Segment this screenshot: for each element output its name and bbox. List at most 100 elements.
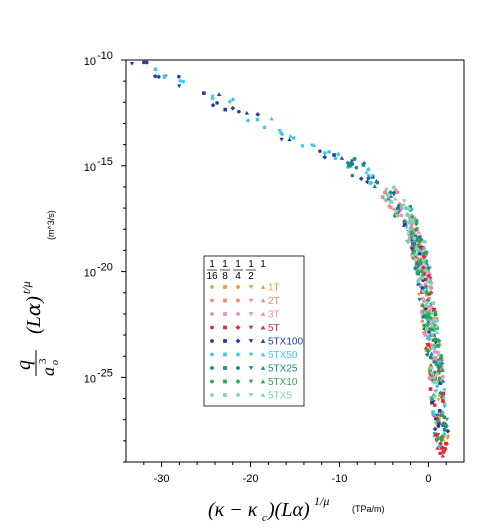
data-point-5TX50 <box>421 246 426 251</box>
legend-marker-5TX10 <box>223 379 227 384</box>
y-tick-label-0: 10 <box>84 56 96 68</box>
legend-frac-den-0: 16 <box>206 271 218 282</box>
data-point-5TX25 <box>438 390 443 396</box>
legend-label-5T: 5T <box>268 323 280 334</box>
data-point-5TX5 <box>426 276 432 281</box>
legend-marker-3T <box>223 312 227 316</box>
legend-frac-num-4: 1 <box>260 259 266 270</box>
data-point-3T <box>433 355 438 360</box>
data-point-5TX50 <box>425 317 430 322</box>
data-point-5TX5 <box>423 263 429 269</box>
data-point-5TX100 <box>438 409 442 413</box>
data-point-5TX50 <box>300 143 305 148</box>
legend-marker-5TX25 <box>223 366 227 370</box>
data-point-5TX5 <box>434 324 439 329</box>
svg-text:t/μ: t/μ <box>19 281 33 294</box>
data-points <box>129 60 451 458</box>
legend-marker-3T <box>210 312 214 316</box>
data-point-5TX50 <box>153 67 158 72</box>
data-point-5TX50 <box>424 287 430 292</box>
y-axis-label: (Lα) t/μ q a o 3 <box>13 281 61 376</box>
data-point-3T <box>427 285 432 290</box>
data-point-5TX10 <box>425 346 430 351</box>
data-point-5TX10 <box>439 438 444 442</box>
data-point-5TX10 <box>435 363 440 368</box>
data-point-5TX50 <box>440 409 445 414</box>
data-point-5TX25 <box>345 160 351 166</box>
data-point-5TX10 <box>421 272 426 277</box>
data-point-5TX10 <box>442 421 447 426</box>
data-point-5TX10 <box>422 323 426 328</box>
data-point-5TX50 <box>413 238 417 243</box>
data-point-5TX10 <box>424 285 428 289</box>
legend-frac-num-1: 1 <box>222 259 228 270</box>
data-point-5TX5 <box>401 199 407 204</box>
data-point-5TX25 <box>426 319 431 324</box>
data-point-5TX10 <box>440 368 445 373</box>
data-point-5TX5 <box>432 375 436 380</box>
data-point-5TX5 <box>415 247 421 253</box>
data-point-5TX50 <box>262 125 267 130</box>
svg-text:(Lα): (Lα) <box>21 296 45 334</box>
data-point-5TX5 <box>395 209 400 214</box>
data-point-3T <box>423 333 427 337</box>
data-point-5TX5 <box>430 311 434 316</box>
x-tick-label-3: 0 <box>425 473 431 485</box>
x-axis: -30 -20 -10 0 <box>143 462 447 485</box>
data-point-5TX5 <box>431 318 436 323</box>
data-point-5TX5 <box>430 333 435 338</box>
legend-marker-5TX50 <box>235 352 241 357</box>
data-point-5TX25 <box>443 424 448 428</box>
data-point-5TX10 <box>417 239 422 244</box>
data-point-1T <box>416 292 422 297</box>
data-point-3T <box>436 342 441 346</box>
legend-marker-5T <box>210 325 214 330</box>
legend-marker-5TX25 <box>210 366 214 370</box>
data-point-5TX25 <box>375 180 380 185</box>
legend-marker-2T <box>210 298 214 303</box>
data-point-5TX10 <box>436 436 440 441</box>
data-point-5TX50 <box>437 358 443 364</box>
svg-text:o: o <box>50 360 61 365</box>
data-point-5TX50 <box>210 94 215 99</box>
data-point-5TX5 <box>412 236 417 240</box>
y-tick-exp-1: -15 <box>97 156 113 168</box>
data-point-5T <box>420 245 425 250</box>
legend-marker-5TX100 <box>210 339 214 343</box>
data-point-5TX25 <box>347 163 351 168</box>
legend-label-5TX100: 5TX100 <box>268 337 303 348</box>
y-tick-exp-3: -25 <box>97 367 113 379</box>
data-point-5TX100 <box>237 109 241 114</box>
data-point-5TX25 <box>391 193 397 197</box>
data-point-5TX5 <box>389 199 393 204</box>
legend-marker-5TX5 <box>235 392 241 398</box>
data-point-5TX10 <box>409 231 415 236</box>
legend-frac-num-3: 1 <box>248 259 254 270</box>
data-point-5TX50 <box>178 79 182 83</box>
legend-marker-5TX25 <box>235 365 241 371</box>
data-point-5TX25 <box>433 312 438 317</box>
data-point-5TX10 <box>413 221 419 227</box>
data-point-5T <box>428 387 433 391</box>
data-point-5TX50 <box>370 174 375 179</box>
data-point-5TX50 <box>323 151 327 155</box>
y-axis-unit: (m^3/s) <box>46 210 56 240</box>
data-point-5TX50 <box>228 99 232 104</box>
data-point-5T <box>441 399 445 403</box>
svg-text:3: 3 <box>37 358 49 364</box>
legend-marker-5TX5 <box>248 393 254 398</box>
data-point-5TX25 <box>429 351 434 356</box>
legend: 11618141211T2T3T5T5TX1005TX505TX255TX105… <box>203 255 305 407</box>
data-point-5TX5 <box>424 304 428 308</box>
legend-marker-1T <box>260 284 266 289</box>
x-tick-label-2: -10 <box>332 473 348 485</box>
data-point-5T <box>435 433 441 437</box>
data-point-5TX100 <box>358 176 364 182</box>
data-point-5TX25 <box>432 371 437 376</box>
data-point-3T <box>432 350 437 354</box>
data-point-5TX10 <box>430 327 435 332</box>
data-point-5TX100 <box>144 60 149 65</box>
data-point-5TX10 <box>436 344 441 348</box>
legend-marker-5TX5 <box>210 393 214 397</box>
data-point-3T <box>421 299 426 304</box>
